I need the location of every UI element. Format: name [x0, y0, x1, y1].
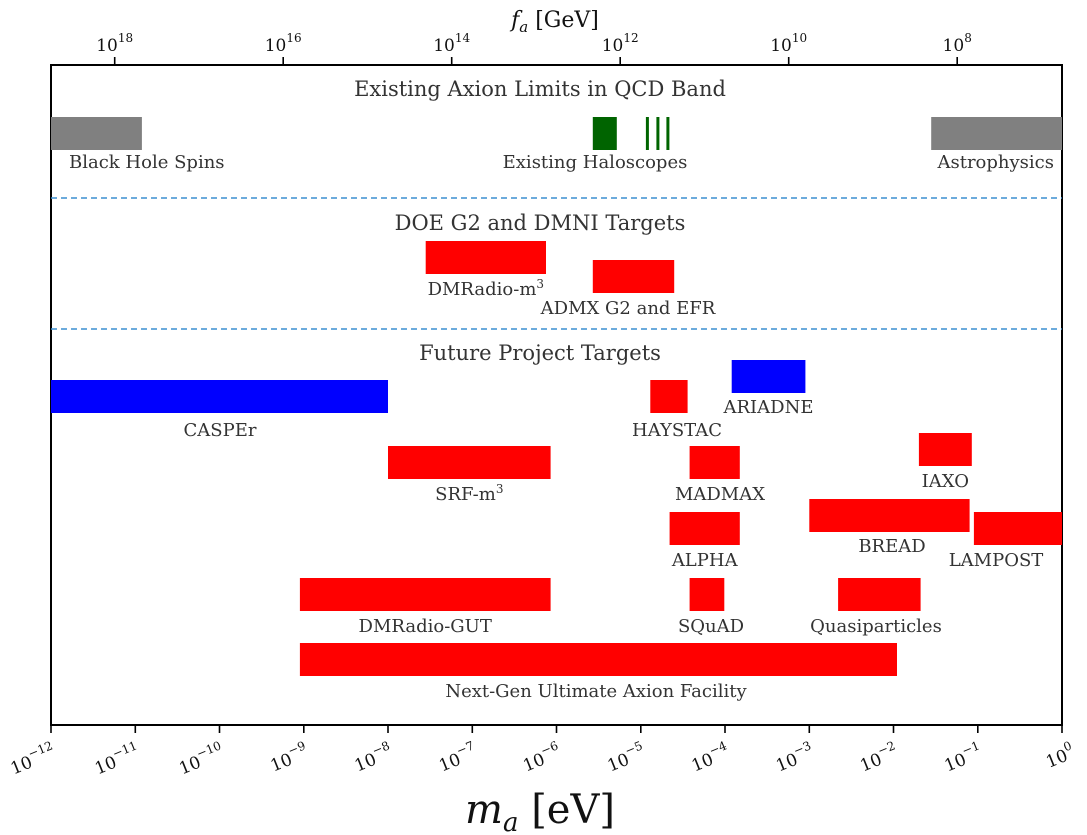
- bar-lampost: [973, 512, 1062, 545]
- bar-astrophysics: [931, 117, 1062, 150]
- x-tick-label-9: 10−3: [771, 738, 817, 776]
- bar-ariadne: [731, 360, 806, 393]
- label-lampost: LAMPOST: [949, 550, 1044, 571]
- x-tick-label-10: 10−2: [856, 738, 902, 776]
- x-tick-label-8: 10−4: [687, 738, 733, 776]
- bar-casper: [51, 380, 388, 413]
- x-axis-label: ma [eV]: [465, 787, 615, 835]
- label-next-gen-ultimate-axion-facility: Next-Gen Ultimate Axion Facility: [445, 681, 747, 702]
- top-axis-label: fa [GeV]: [509, 8, 599, 36]
- bar-dmradio-m3: [425, 241, 546, 274]
- label-iaxo: IAXO: [922, 471, 969, 492]
- label-existing-haloscopes: Existing Haloscopes: [503, 152, 688, 173]
- bar-dmradio-gut: [299, 578, 551, 611]
- label-haystac: HAYSTAC: [632, 420, 722, 441]
- bar-squad: [689, 578, 725, 611]
- bar-next-gen-ultimate-axion-facility: [299, 643, 897, 676]
- label-astrophysics: Astrophysics: [936, 152, 1054, 173]
- bar-bread: [809, 499, 970, 532]
- label-admx-g2-and-efr: ADMX G2 and EFR: [540, 298, 716, 319]
- x-tick-label-1: 10−11: [90, 738, 143, 779]
- x-tick-label-5: 10−7: [434, 738, 480, 776]
- label-bread: BREAD: [858, 536, 925, 557]
- label-squad: SQuAD: [678, 616, 744, 637]
- x-tick-label-12: 100: [1041, 738, 1078, 772]
- x-tick-label-0: 10−12: [6, 738, 59, 779]
- bar-srf-m3: [388, 446, 551, 479]
- label-alpha: ALPHA: [671, 550, 739, 571]
- bar-alpha: [669, 512, 740, 545]
- bar-madmax: [689, 446, 740, 479]
- top-tick-label-4: 1010: [770, 31, 807, 56]
- x-tick-label-7: 10−5: [603, 738, 649, 776]
- label-black-hole-spins: Black Hole Spins: [69, 152, 225, 173]
- section-title-doe: DOE G2 and DMNI Targets: [395, 211, 686, 235]
- x-tick-label-6: 10−6: [519, 738, 565, 776]
- bar-admx-g2-and-efr: [592, 260, 675, 293]
- x-tick-label-4: 10−8: [350, 738, 396, 776]
- top-tick-label-2: 1014: [433, 31, 470, 56]
- bar-existing-haloscopes: [592, 117, 617, 150]
- label-casper: CASPEr: [184, 420, 257, 441]
- top-tick-label-1: 1016: [265, 31, 302, 56]
- bars-group: Black Hole Spins Existing Haloscopes Astro…: [51, 117, 1062, 702]
- section-title-future: Future Project Targets: [419, 341, 661, 365]
- bar-haystac: [650, 380, 688, 413]
- top-tick-label-5: 108: [943, 31, 972, 56]
- bar-iaxo: [918, 433, 972, 466]
- label-dmradio-gut: DMRadio-GUT: [359, 616, 492, 637]
- label-ariadne: ARIADNE: [723, 397, 814, 418]
- section-title-existing: Existing Axion Limits in QCD Band: [354, 77, 726, 101]
- label-srf-m3: SRF-m3: [435, 482, 503, 505]
- bar-quasiparticles: [838, 578, 921, 611]
- x-tick-label-11: 10−1: [940, 738, 986, 776]
- top-tick-label-0: 1018: [96, 31, 133, 56]
- x-tick-label-3: 10−9: [266, 738, 312, 776]
- label-quasiparticles: Quasiparticles: [810, 616, 942, 637]
- label-madmax: MADMAX: [675, 484, 765, 505]
- x-tick-label-2: 10−10: [174, 738, 227, 779]
- top-tick-label-3: 1012: [602, 31, 639, 56]
- bar-black-hole-spins: [51, 117, 142, 150]
- label-dmradio-m3: DMRadio-m3: [428, 277, 544, 300]
